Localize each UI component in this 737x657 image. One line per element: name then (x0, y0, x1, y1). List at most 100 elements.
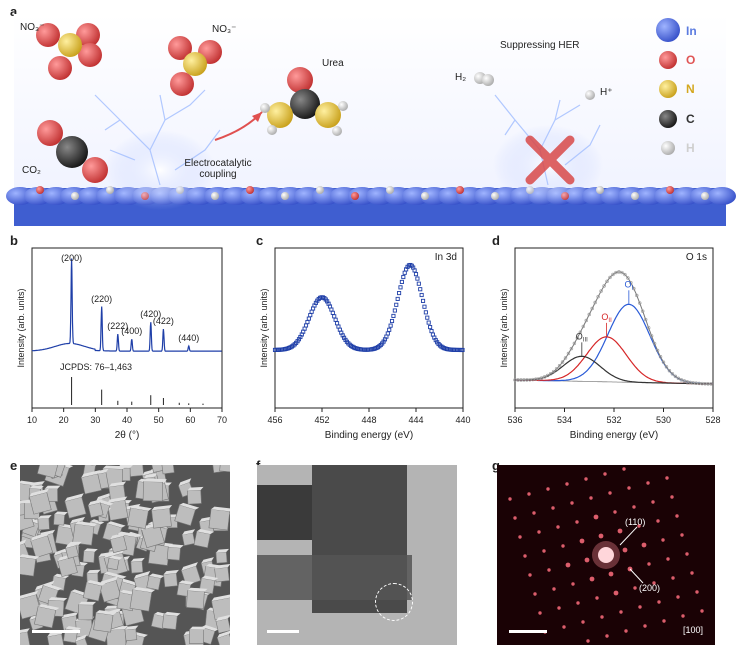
peak-label: (440) (178, 333, 199, 343)
diffraction-spot (661, 538, 665, 542)
sem-cube (215, 548, 230, 564)
sem-cube-face (80, 473, 102, 495)
sem-cube-face (106, 557, 120, 571)
diffraction-spot (643, 624, 647, 628)
suppression-cross (525, 135, 575, 185)
x-tick-label: 532 (606, 415, 621, 425)
x-tick-label: 20 (59, 415, 69, 425)
saed-image: (110) (200) [100] (497, 465, 715, 645)
peak-label: (400) (121, 326, 142, 336)
urea-molecule (260, 67, 348, 136)
diffraction-spot (538, 611, 542, 615)
data-point (429, 329, 434, 334)
x-tick-label: 70 (217, 415, 227, 425)
diffraction-spot (637, 524, 641, 528)
data-point (611, 272, 615, 277)
sem-cube (186, 587, 208, 609)
data-point (394, 302, 399, 307)
diffraction-spot (589, 576, 595, 582)
sem-cube-top (102, 465, 126, 470)
sem-cube-top (96, 492, 112, 501)
diffraction-spot (557, 606, 561, 610)
sem-cube-face (77, 604, 94, 620)
data-point (422, 304, 427, 309)
data-point (420, 298, 426, 303)
sem-cube (208, 506, 230, 531)
sem-cube (163, 569, 179, 588)
diffraction-spot (523, 554, 527, 558)
data-point (425, 315, 430, 320)
sem-cube-top (54, 511, 68, 515)
component-label: OIII (576, 331, 588, 343)
data-point (569, 346, 574, 351)
saed-pattern (508, 467, 704, 643)
sem-cube (33, 604, 60, 629)
diffraction-spot (680, 533, 684, 537)
peak-label: (422) (153, 316, 174, 326)
legend-in: In (686, 24, 697, 38)
diffraction-spot (675, 514, 679, 518)
data-point (599, 289, 603, 293)
sem-cube (37, 515, 52, 531)
diffraction-spot (656, 519, 660, 523)
sem-cube-top (132, 586, 156, 593)
data-point (590, 306, 594, 311)
sem-cube-top (201, 575, 219, 581)
sem-cube (181, 529, 196, 546)
diffraction-spot (537, 530, 541, 534)
diffraction-spot (542, 549, 546, 553)
sem-cube-top (124, 625, 139, 630)
x-tick-label: 448 (361, 415, 376, 425)
data-point (306, 316, 311, 321)
sem-cube-top (86, 569, 101, 574)
data-point (673, 374, 678, 379)
diffraction-spot (533, 592, 537, 596)
component-label: OI (625, 279, 634, 291)
sem-cube (193, 529, 214, 549)
sem-cube (72, 521, 98, 546)
data-point (398, 285, 403, 290)
diffraction-spot (681, 614, 685, 618)
sem-cube (20, 554, 40, 577)
legend-h-ball (661, 141, 675, 155)
sem-cube (219, 465, 230, 473)
sem-cube-top (143, 478, 166, 483)
data-point (428, 325, 433, 330)
data-point (614, 270, 618, 275)
sem-cube (151, 505, 173, 529)
data-point (385, 331, 390, 336)
sem-cube-top (201, 625, 219, 632)
data-point (646, 326, 651, 330)
sem-cube-face (82, 550, 95, 563)
label-zone-axis: [100] (683, 625, 704, 635)
data-point (387, 327, 392, 332)
sem-cube-top (143, 473, 158, 479)
diffraction-spot (593, 514, 599, 520)
legend-o-ball (659, 51, 677, 69)
component-label: OII (601, 312, 612, 324)
diffraction-spot (613, 590, 619, 596)
sem-cube-face (181, 532, 196, 546)
surface-adatom (351, 192, 359, 200)
sem-cube (30, 531, 54, 558)
data-point (540, 376, 544, 380)
diffraction-spot (608, 491, 612, 495)
scale-bar-f (267, 630, 299, 633)
diffraction-spot (551, 506, 555, 510)
scale-bar-g (509, 630, 547, 633)
sem-cube-face (208, 508, 230, 531)
sem-cube-face (216, 633, 230, 645)
sem-cube (28, 488, 52, 515)
diffraction-spot (547, 568, 551, 572)
data-point (308, 313, 313, 318)
xrd-pattern-line (31, 258, 222, 352)
sem-cube-top (179, 502, 200, 510)
sem-cube-face (186, 590, 205, 609)
sem-cube-top (20, 499, 31, 505)
data-point (658, 355, 663, 359)
data-point (608, 275, 612, 280)
panel-label-a: a (10, 4, 18, 19)
data-point (563, 356, 568, 360)
surface-adatom (631, 192, 639, 200)
sem-cube (106, 555, 123, 571)
